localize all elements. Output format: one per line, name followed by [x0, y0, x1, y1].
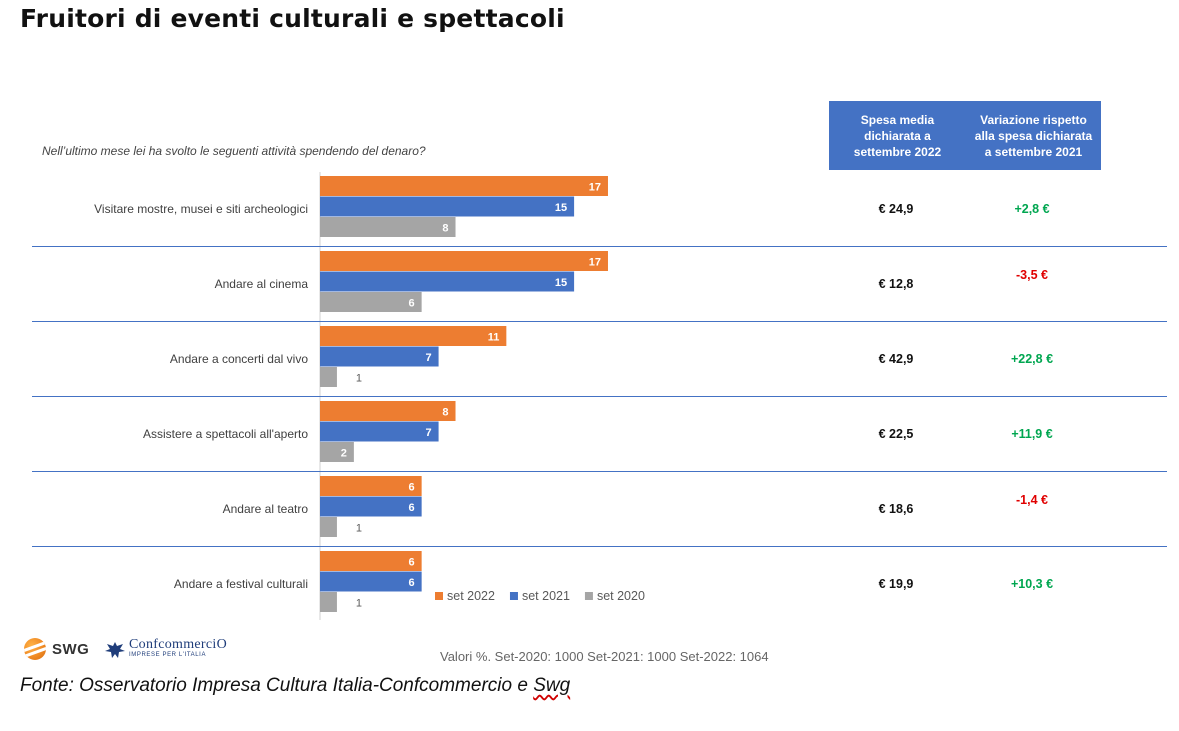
data-label: 15	[555, 277, 567, 289]
confcommercio-logo: ConfcommerciO IMPRESE PER L'ITALIA	[104, 637, 227, 661]
bar	[320, 326, 507, 346]
bar	[320, 401, 456, 421]
bar	[320, 571, 422, 592]
category-label: Andare a festival culturali	[174, 577, 308, 591]
confcommercio-logo-subtext: IMPRESE PER L'ITALIA	[129, 652, 207, 658]
legend-swatch	[435, 592, 443, 600]
legend-label: set 2022	[447, 589, 495, 603]
sample-footnote: Valori %. Set-2020: 1000 Set-2021: 1000 …	[440, 649, 769, 664]
legend-label: set 2020	[597, 589, 645, 603]
variazione-value: +2,8 €	[1014, 202, 1049, 216]
spesa-media-value: € 24,9	[879, 202, 914, 216]
data-label: 6	[409, 298, 415, 310]
swg-logo-icon	[24, 638, 46, 660]
data-label: 8	[442, 223, 448, 235]
source-suffix: Swg	[533, 675, 571, 696]
data-label: 7	[425, 427, 431, 439]
spesa-media-value: € 22,5	[879, 427, 914, 441]
data-label: 6	[409, 557, 415, 569]
variazione-value: +22,8 €	[1011, 352, 1053, 366]
bar	[320, 367, 337, 387]
bar	[320, 251, 608, 271]
bar	[320, 271, 575, 292]
bar	[320, 442, 354, 462]
variazione-value: -3,5 €	[1016, 268, 1048, 282]
category-label: Andare a concerti dal vivo	[170, 352, 308, 366]
category-label: Andare al teatro	[223, 502, 309, 516]
data-label: 1	[356, 373, 362, 385]
spesa-media-value: € 42,9	[879, 352, 914, 366]
data-label: 6	[409, 577, 415, 589]
data-label: 15	[555, 202, 567, 214]
bar	[320, 496, 422, 517]
header-variazione: Variazione rispetto alla spesa dichiarat…	[966, 101, 1101, 170]
data-label: 7	[425, 352, 431, 364]
data-label: 17	[589, 257, 601, 269]
chart-title: Fruitori di eventi culturali e spettacol…	[20, 4, 565, 33]
data-label: 8	[442, 407, 448, 419]
data-label: 6	[409, 482, 415, 494]
category-label: Andare al cinema	[215, 277, 309, 291]
spesa-media-value: € 19,9	[879, 577, 914, 591]
legend-swatch	[509, 592, 518, 600]
spesa-media-value: € 12,8	[879, 277, 914, 291]
data-label: 2	[341, 448, 347, 460]
data-label: 1	[356, 598, 362, 610]
bar	[320, 196, 575, 217]
bar	[320, 176, 608, 196]
legend-swatch	[584, 592, 593, 600]
category-label: Visitare mostre, musei e siti archeologi…	[94, 202, 308, 216]
data-label: 1	[356, 523, 362, 535]
variazione-value: +10,3 €	[1011, 577, 1053, 591]
bar	[320, 217, 456, 237]
survey-question: Nell’ultimo mese lei ha svolto le seguen…	[42, 144, 426, 158]
source-note: Fonte: Osservatorio Impresa Cultura Ital…	[20, 675, 570, 697]
swg-logo-text: SWG	[52, 640, 90, 658]
bar	[320, 592, 337, 612]
source-prefix: Fonte: Osservatorio Impresa Cultura Ital…	[20, 675, 534, 696]
header-spesa-media: Spesa media dichiarata a settembre 2022	[829, 101, 966, 170]
bar	[320, 421, 439, 442]
legend-label: set 2021	[522, 589, 570, 603]
spesa-media-value: € 18,6	[879, 502, 914, 516]
data-label: 6	[409, 502, 415, 514]
bar	[320, 517, 337, 537]
data-label: 17	[589, 182, 601, 194]
variazione-value: +11,9 €	[1011, 427, 1052, 441]
category-label: Assistere a spettacoli all'aperto	[143, 427, 308, 441]
bar	[320, 346, 439, 367]
data-label: 11	[488, 332, 500, 344]
swg-logo: SWG	[24, 638, 89, 660]
confcommercio-logo-text: ConfcommerciO	[129, 637, 227, 652]
eagle-icon	[105, 642, 125, 658]
variazione-value: -1,4 €	[1016, 493, 1048, 507]
bar	[320, 551, 422, 571]
bar	[320, 292, 422, 312]
bar	[320, 476, 422, 496]
